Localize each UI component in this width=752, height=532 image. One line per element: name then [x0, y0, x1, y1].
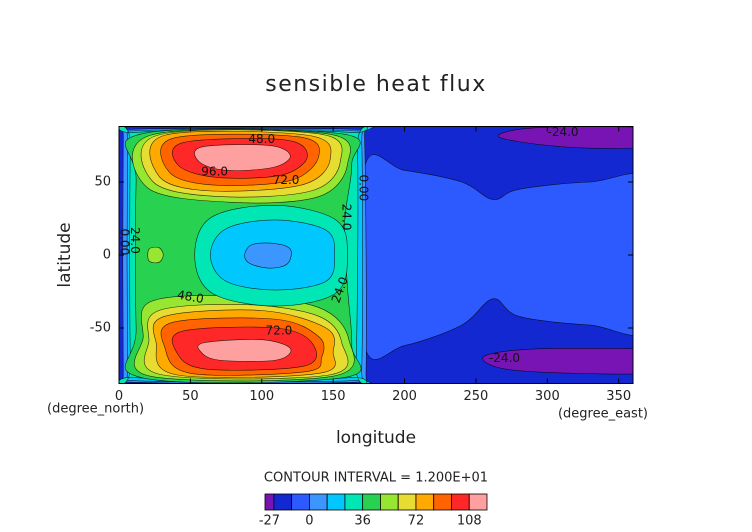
contour-label: 24.0 — [128, 227, 142, 254]
contour-region — [147, 246, 164, 264]
colorbar-tick-label: 0 — [305, 514, 313, 529]
colorbar-bin — [264, 493, 275, 511]
colorbar-bin — [362, 493, 381, 511]
x-tick-label: 100 — [249, 389, 274, 404]
x-tick-label: 350 — [606, 389, 631, 404]
contour-label: 48.0 — [248, 132, 275, 146]
colorbar-bin — [273, 493, 293, 511]
y-tick-label: 0 — [103, 248, 111, 263]
colorbar-title: CONTOUR INTERVAL = 1.200E+01 — [264, 471, 488, 486]
colorbar-bin — [308, 493, 328, 511]
contour-label: 48.0 — [176, 288, 205, 306]
x-units: (degree_east) — [558, 407, 648, 422]
colorbar-bin — [344, 493, 364, 511]
contour-region — [497, 126, 633, 149]
contour-region — [244, 242, 292, 269]
colorbar-tick-label: 36 — [354, 514, 371, 529]
contour-label: 72.0 — [266, 323, 293, 337]
x-tick-label: 200 — [392, 389, 417, 404]
x-tick-label: 250 — [464, 389, 489, 404]
contour-label: 24.0 — [340, 204, 354, 231]
colorbar-bin — [433, 493, 452, 511]
colorbar-bin — [291, 493, 310, 511]
colorbar-bin — [451, 493, 470, 511]
y-tick-label: 50 — [94, 174, 111, 189]
contour-label: -24.0 — [548, 125, 579, 139]
contour-region — [482, 348, 633, 375]
contour-label: 0.00 — [117, 228, 131, 255]
x-tick-label: 150 — [321, 389, 346, 404]
contour-label: 96.0 — [201, 164, 228, 178]
y-units: (degree_north) — [47, 402, 144, 417]
colorbar-bin — [397, 493, 417, 511]
chart-title: sensible heat flux — [265, 72, 487, 97]
y-tick-label: -50 — [90, 321, 111, 336]
x-tick-label: 50 — [182, 389, 199, 404]
colorbar-bin — [380, 493, 399, 511]
colorbar-tick-label: 108 — [457, 514, 482, 529]
colorbar-bin — [468, 493, 488, 511]
colorbar-bin — [415, 493, 435, 511]
x-tick-label: 0 — [115, 389, 123, 404]
contour-label: -24.0 — [489, 351, 520, 365]
x-axis-label: longitude — [336, 428, 416, 448]
colorbar-tick-label: -27 — [259, 514, 280, 529]
y-axis-label: latitude — [55, 222, 75, 287]
contour-label: 0.00 — [357, 174, 371, 201]
contour-region — [359, 154, 633, 360]
x-tick-label: 300 — [535, 389, 560, 404]
contour-region — [194, 144, 291, 171]
contour-region — [197, 339, 292, 362]
colorbar-bin — [326, 493, 346, 511]
colorbar-tick-label: 72 — [408, 514, 425, 529]
contour-label: 72.0 — [273, 173, 300, 187]
